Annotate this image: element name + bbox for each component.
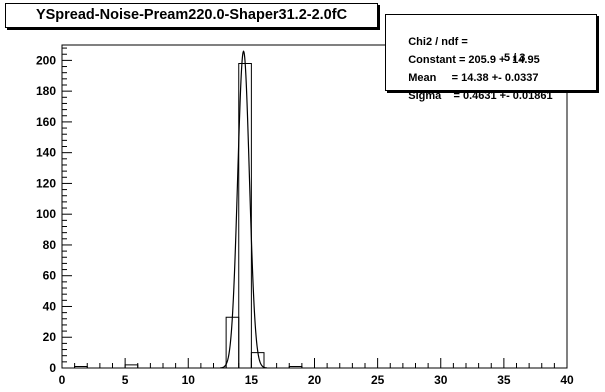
y-tick-label: 20 — [43, 330, 57, 344]
axes: 0 5 10 15 20 25 30 35 40 0 20 40 60 80 100 120 140 160 180… — [36, 47, 574, 387]
y-tick-label: 0 — [49, 361, 56, 375]
plot-frame — [61, 44, 568, 369]
histogram-bin — [288, 365, 303, 368]
stats-mean: Mean = 14.38 +- 0.0337 — [408, 72, 539, 84]
x-tick-label: 15 — [245, 373, 259, 387]
y-tick-label: 40 — [43, 299, 57, 313]
y-tick-label: 120 — [36, 176, 56, 190]
y-tick-label: 100 — [36, 207, 56, 221]
x-tick-label: 0 — [59, 373, 66, 387]
x-tick-label: 5 — [122, 373, 129, 387]
x-tick-label: 10 — [182, 373, 196, 387]
histogram-bin — [124, 364, 139, 368]
stats-chi2-key: Chi2 / ndf = — [408, 36, 471, 48]
y-tick-label: 160 — [36, 115, 56, 129]
stats-row-chi2: Chi2 / ndf = 5 / 3 — [396, 18, 525, 64]
x-tick-label: 40 — [560, 373, 574, 387]
y-tick-label: 140 — [36, 146, 56, 160]
x-tick-label: 35 — [497, 373, 511, 387]
x-tick-label: 20 — [308, 373, 322, 387]
histogram-bin — [74, 365, 88, 368]
stats-row-mean: Mean = 14.38 +- 0.0337 — [396, 54, 538, 84]
stats-sigma: Sigma = 0.4631 +- 0.01861 — [408, 90, 553, 102]
chart-title: YSpread-Noise-Pream220.0-Shaper31.2-2.0f… — [5, 3, 378, 28]
y-tick-label: 80 — [43, 238, 57, 252]
y-tick-label: 60 — [43, 269, 57, 283]
x-tick-label: 30 — [434, 373, 448, 387]
gaussian-fit-curve — [220, 50, 267, 369]
fit-stats-box: Chi2 / ndf = 5 / 3 Constant = 205.9 +- 1… — [385, 14, 597, 102]
stats-row-constant: Constant = 205.9 +- 14.95 — [396, 36, 539, 66]
y-tick-label: 180 — [36, 84, 56, 98]
x-tick-label: 25 — [371, 373, 385, 387]
stats-row-sigma: Sigma = 0.4631 +- 0.01861 — [396, 72, 552, 102]
stats-chi2-value: 5 / 3 — [504, 52, 526, 64]
stats-constant: Constant = 205.9 +- 14.95 — [408, 54, 540, 66]
y-tick-label: 200 — [36, 53, 56, 67]
